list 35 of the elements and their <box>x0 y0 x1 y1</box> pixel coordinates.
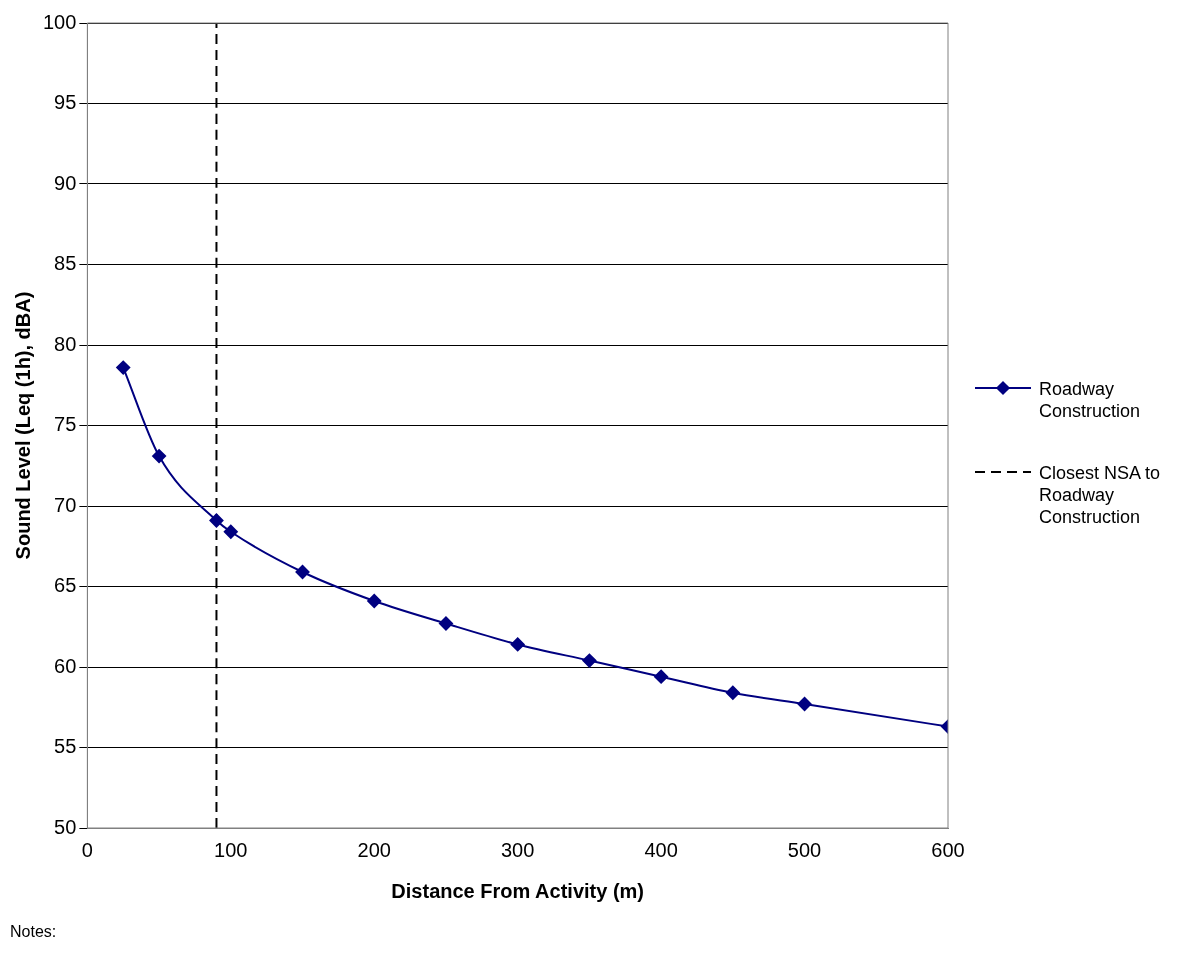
y-tick-label: 80 <box>54 332 77 355</box>
x-axis-title: Distance From Activity (m) <box>391 879 645 902</box>
point <box>510 637 525 652</box>
point <box>582 653 597 668</box>
x-tick-label: 300 <box>501 838 535 861</box>
x-tick-label: 600 <box>931 838 965 861</box>
point <box>367 593 382 608</box>
text: Notes: <box>10 923 57 941</box>
x-tick-label: 500 <box>787 838 822 861</box>
point <box>654 669 669 684</box>
y-axis-title: Sound Level (Leq (1h), dBA) <box>11 291 34 560</box>
point <box>295 565 310 580</box>
y-tick-label: 100 <box>42 10 77 33</box>
y-tick-label: 70 <box>54 493 77 516</box>
point <box>797 697 812 712</box>
y-tick-label: 75 <box>54 413 77 436</box>
point <box>116 360 131 375</box>
x-tick-label: 200 <box>357 838 391 861</box>
y-tick-label: 60 <box>54 654 77 677</box>
x-tick-label: 0 <box>81 838 93 861</box>
y-tick-label: 95 <box>54 91 77 114</box>
y-tick-label: 85 <box>54 252 77 275</box>
x-tick-label: 400 <box>644 838 678 861</box>
legend-label: Roadway Construction <box>1039 378 1142 422</box>
point <box>725 685 740 700</box>
y-tick-label: 90 <box>54 171 77 194</box>
legend-label: Closest NSA to Roadway Construction <box>1039 462 1162 528</box>
point <box>223 524 238 539</box>
point <box>438 616 453 631</box>
x-tick-label: 100 <box>214 838 248 861</box>
y-tick-label: 55 <box>54 735 77 758</box>
point <box>209 513 224 528</box>
y-tick-label: 65 <box>54 574 77 597</box>
point <box>152 449 167 464</box>
y-tick-label: 50 <box>54 815 77 838</box>
